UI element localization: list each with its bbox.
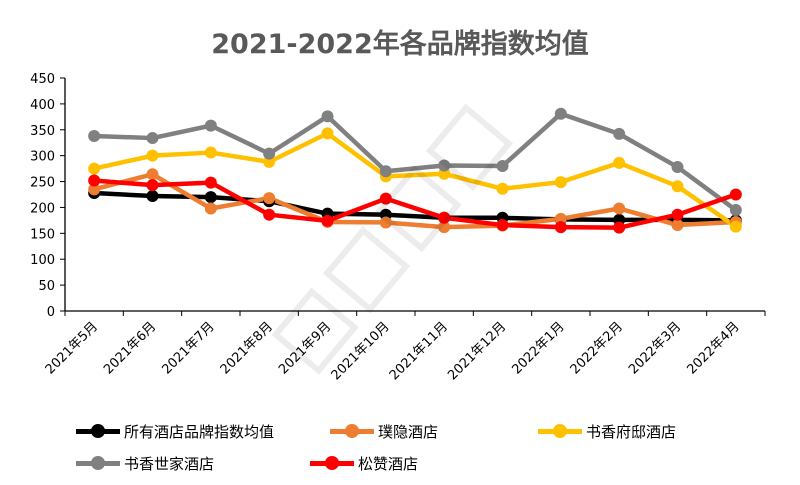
series-line bbox=[91, 131, 739, 229]
data-point bbox=[671, 161, 684, 174]
data-point bbox=[613, 156, 626, 169]
x-tick-label: 2021年7月 bbox=[159, 319, 217, 377]
data-point bbox=[146, 179, 159, 192]
legend-item: 松赞酒店 bbox=[310, 452, 418, 474]
y-tick-label: 300 bbox=[30, 150, 55, 165]
legend-item: 所有酒店品牌指数均值 bbox=[76, 420, 274, 442]
data-point bbox=[321, 127, 334, 140]
x-tick-label: 2022年4月 bbox=[684, 319, 742, 377]
y-tick-label: 450 bbox=[30, 72, 55, 87]
x-tick-label: 2021年8月 bbox=[218, 319, 276, 377]
data-point bbox=[146, 132, 159, 145]
legend: 所有酒店品牌指数均值 璞隐酒店 书香府邸酒店 书香世家酒店 松赞酒店 bbox=[60, 418, 780, 478]
data-point bbox=[729, 204, 742, 217]
data-point bbox=[496, 160, 509, 173]
legend-item: 书香世家酒店 bbox=[76, 452, 214, 474]
data-point bbox=[613, 127, 626, 140]
x-tick-label: 2021年9月 bbox=[276, 319, 334, 377]
y-tick-label: 0 bbox=[47, 305, 55, 320]
data-point bbox=[146, 149, 159, 162]
data-point bbox=[146, 168, 159, 181]
data-point bbox=[438, 159, 451, 172]
x-tick-label: 2021年5月 bbox=[43, 319, 101, 377]
data-point bbox=[554, 107, 567, 120]
data-point bbox=[263, 147, 276, 160]
x-tick-label: 2022年2月 bbox=[568, 319, 626, 377]
data-point bbox=[729, 220, 742, 233]
data-point bbox=[671, 219, 684, 232]
data-point bbox=[379, 192, 392, 205]
data-point bbox=[204, 202, 217, 215]
x-tick-label: 2022年3月 bbox=[626, 319, 684, 377]
data-point bbox=[379, 216, 392, 229]
data-point bbox=[554, 212, 567, 225]
data-point bbox=[321, 214, 334, 227]
y-tick-label: 200 bbox=[30, 201, 55, 216]
x-tick-label: 2022年1月 bbox=[509, 319, 567, 377]
data-point bbox=[613, 202, 626, 215]
legend-label: 书香府邸酒店 bbox=[586, 422, 677, 441]
legend-label: 书香世家酒店 bbox=[124, 454, 215, 473]
data-point bbox=[146, 190, 159, 203]
data-point bbox=[321, 110, 334, 123]
series-line bbox=[91, 178, 739, 230]
y-tick-label: 400 bbox=[30, 98, 55, 113]
series-line bbox=[91, 190, 739, 223]
data-point bbox=[613, 221, 626, 234]
data-point bbox=[88, 162, 101, 175]
data-point bbox=[496, 182, 509, 195]
y-tick-label: 100 bbox=[30, 253, 55, 268]
data-point bbox=[204, 146, 217, 159]
data-point bbox=[729, 188, 742, 201]
legend-swatch bbox=[76, 452, 120, 474]
data-point bbox=[88, 174, 101, 187]
data-point bbox=[379, 165, 392, 178]
legend-item: 书香府邸酒店 bbox=[538, 420, 676, 442]
data-point bbox=[438, 167, 451, 180]
legend-label: 璞隐酒店 bbox=[378, 422, 439, 441]
data-point bbox=[554, 221, 567, 234]
x-tick-label: 2021年10月 bbox=[329, 319, 393, 383]
data-point bbox=[554, 176, 567, 189]
data-point bbox=[204, 176, 217, 189]
legend-swatch bbox=[538, 420, 582, 442]
legend-label: 松赞酒店 bbox=[358, 454, 419, 473]
legend-swatch bbox=[76, 420, 120, 442]
data-point bbox=[204, 191, 217, 204]
data-point bbox=[671, 180, 684, 193]
legend-label: 所有酒店品牌指数均值 bbox=[124, 422, 275, 441]
series-line bbox=[91, 172, 739, 230]
y-tick-label: 350 bbox=[30, 124, 55, 139]
data-point bbox=[263, 192, 276, 205]
data-point bbox=[671, 208, 684, 221]
y-tick-label: 150 bbox=[30, 227, 55, 242]
data-point bbox=[88, 129, 101, 142]
data-point bbox=[204, 119, 217, 132]
data-point bbox=[496, 219, 509, 232]
x-tick-label: 2021年12月 bbox=[445, 319, 509, 383]
data-point bbox=[438, 221, 451, 234]
x-tick-label: 2021年11月 bbox=[387, 319, 451, 383]
data-point bbox=[88, 183, 101, 196]
data-point bbox=[263, 208, 276, 221]
series-line bbox=[91, 111, 739, 213]
legend-swatch bbox=[310, 452, 354, 474]
legend-swatch bbox=[330, 420, 374, 442]
y-tick-label: 50 bbox=[38, 279, 55, 294]
data-point bbox=[263, 155, 276, 168]
y-tick-label: 250 bbox=[30, 176, 55, 191]
data-point bbox=[438, 211, 451, 224]
x-tick-label: 2021年6月 bbox=[101, 319, 159, 377]
legend-item: 璞隐酒店 bbox=[330, 420, 438, 442]
chart-title: 2021-2022年各品牌指数均值 bbox=[211, 29, 589, 60]
